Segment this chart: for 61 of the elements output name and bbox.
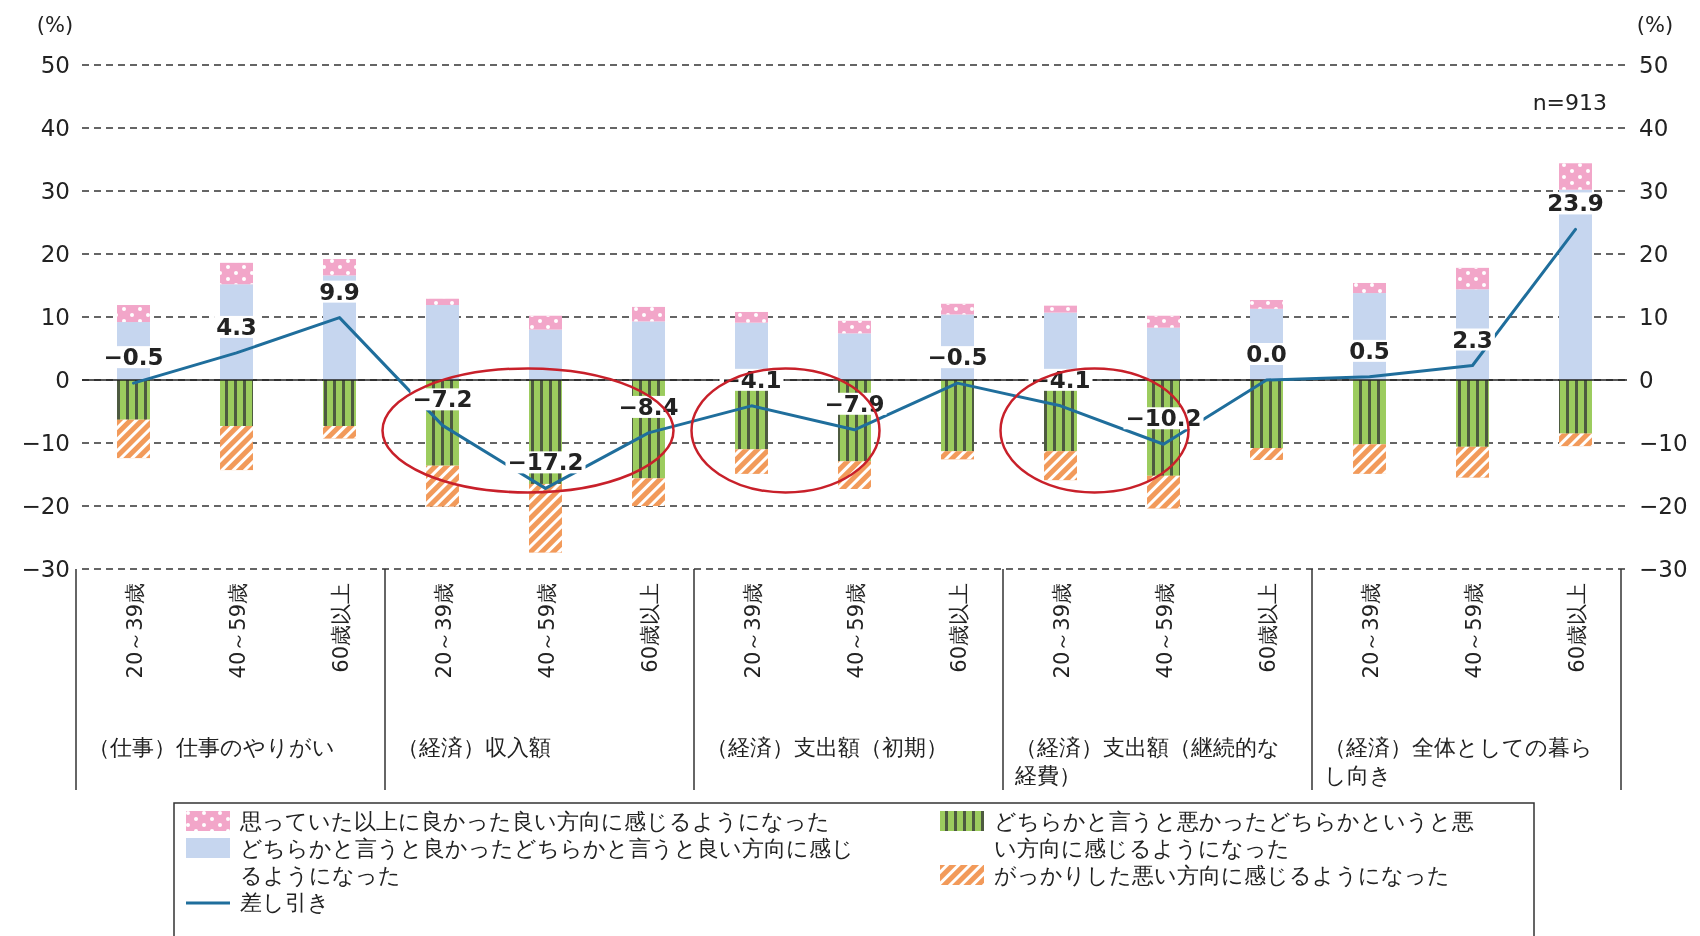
y2-axis-title: (%) [1636,13,1674,37]
data-label: 0.0 [1246,341,1287,367]
y2-tick-label: −20 [1639,493,1688,519]
x-tick-label: 60歳以上 [328,583,353,673]
legend-label: 思っていた以上に良かった良い方向に感じるようになった [239,809,830,834]
data-label: −0.5 [927,344,988,371]
y-tick-label: 30 [40,178,70,204]
data-label: 0.5 [1349,337,1390,364]
x-tick-label: 60歳以上 [946,583,971,673]
text: （仕事）仕事のやりがい [88,735,335,760]
text: （経済）全体としての暮らし向き [1324,735,1593,788]
y-tick-label: 10 [40,304,70,330]
data-label: 4.3 [216,313,257,340]
x-tick-label: 40～59歳 [225,583,250,679]
x-tick-label: 60歳以上 [1255,583,1280,673]
text: （経済）収入額 [397,735,551,760]
bar [1147,327,1180,380]
bar [838,333,871,380]
y2-tick-label: 10 [1639,304,1669,330]
text: （経済）支出額（継続的な経費） [1014,735,1280,788]
x-tick-label: 20～39歳 [740,583,765,679]
x-tick-label: 20～39歳 [122,583,147,679]
y-tick-label: 50 [40,52,70,78]
y-tick-label: −20 [21,493,70,519]
data-label: 9.9 [319,278,360,305]
y-axis-title: (%) [36,13,74,37]
text: （経済）支出額（初期） [706,735,948,760]
y-tick-label: −30 [21,556,70,582]
legend-label: どちらかと言うと良かったどちらかと言うと良い方向に感じるようになった [240,836,854,888]
bar [529,329,562,380]
y2-tick-label: 40 [1639,115,1669,141]
x-tick-label: 20～39歳 [431,583,456,679]
y-tick-label: 0 [55,367,70,393]
data-label: 2.3 [1452,326,1493,353]
y2-tick-label: 20 [1639,241,1669,267]
data-label: −7.2 [412,386,473,413]
y2-tick-label: 30 [1639,178,1669,204]
y2-tick-label: −10 [1639,430,1688,456]
x-tick-label: 40～59歳 [843,583,868,679]
y2-tick-label: 50 [1639,52,1669,78]
y-tick-label: 20 [40,241,70,267]
data-label: 23.9 [1547,190,1604,217]
bar [632,321,665,380]
x-tick-label: 40～59歳 [1152,583,1177,679]
y-tick-label: 40 [40,115,70,141]
y2-tick-label: 0 [1639,367,1654,393]
legend-label: どちらかと言うと悪かったどちらかというと悪い方向に感じるようになった [994,809,1474,861]
data-label: −17.2 [507,449,584,476]
bar [426,305,459,380]
x-tick-label: 20～39歳 [1358,583,1383,679]
legend-label: 差し引き [240,890,330,915]
x-tick-label: 40～59歳 [534,583,559,679]
data-label: −0.5 [103,344,164,371]
x-tick-label: 40～59歳 [1461,583,1486,679]
annotation: n=913 [1532,90,1607,115]
x-tick-label: 60歳以上 [637,583,662,673]
x-tick-label: 60歳以上 [1564,583,1589,673]
y2-tick-label: −30 [1639,556,1688,582]
y-tick-label: −10 [21,430,70,456]
x-tick-label: 20～39歳 [1049,583,1074,679]
legend-label: がっかりした悪い方向に感じるようになった [994,863,1450,888]
